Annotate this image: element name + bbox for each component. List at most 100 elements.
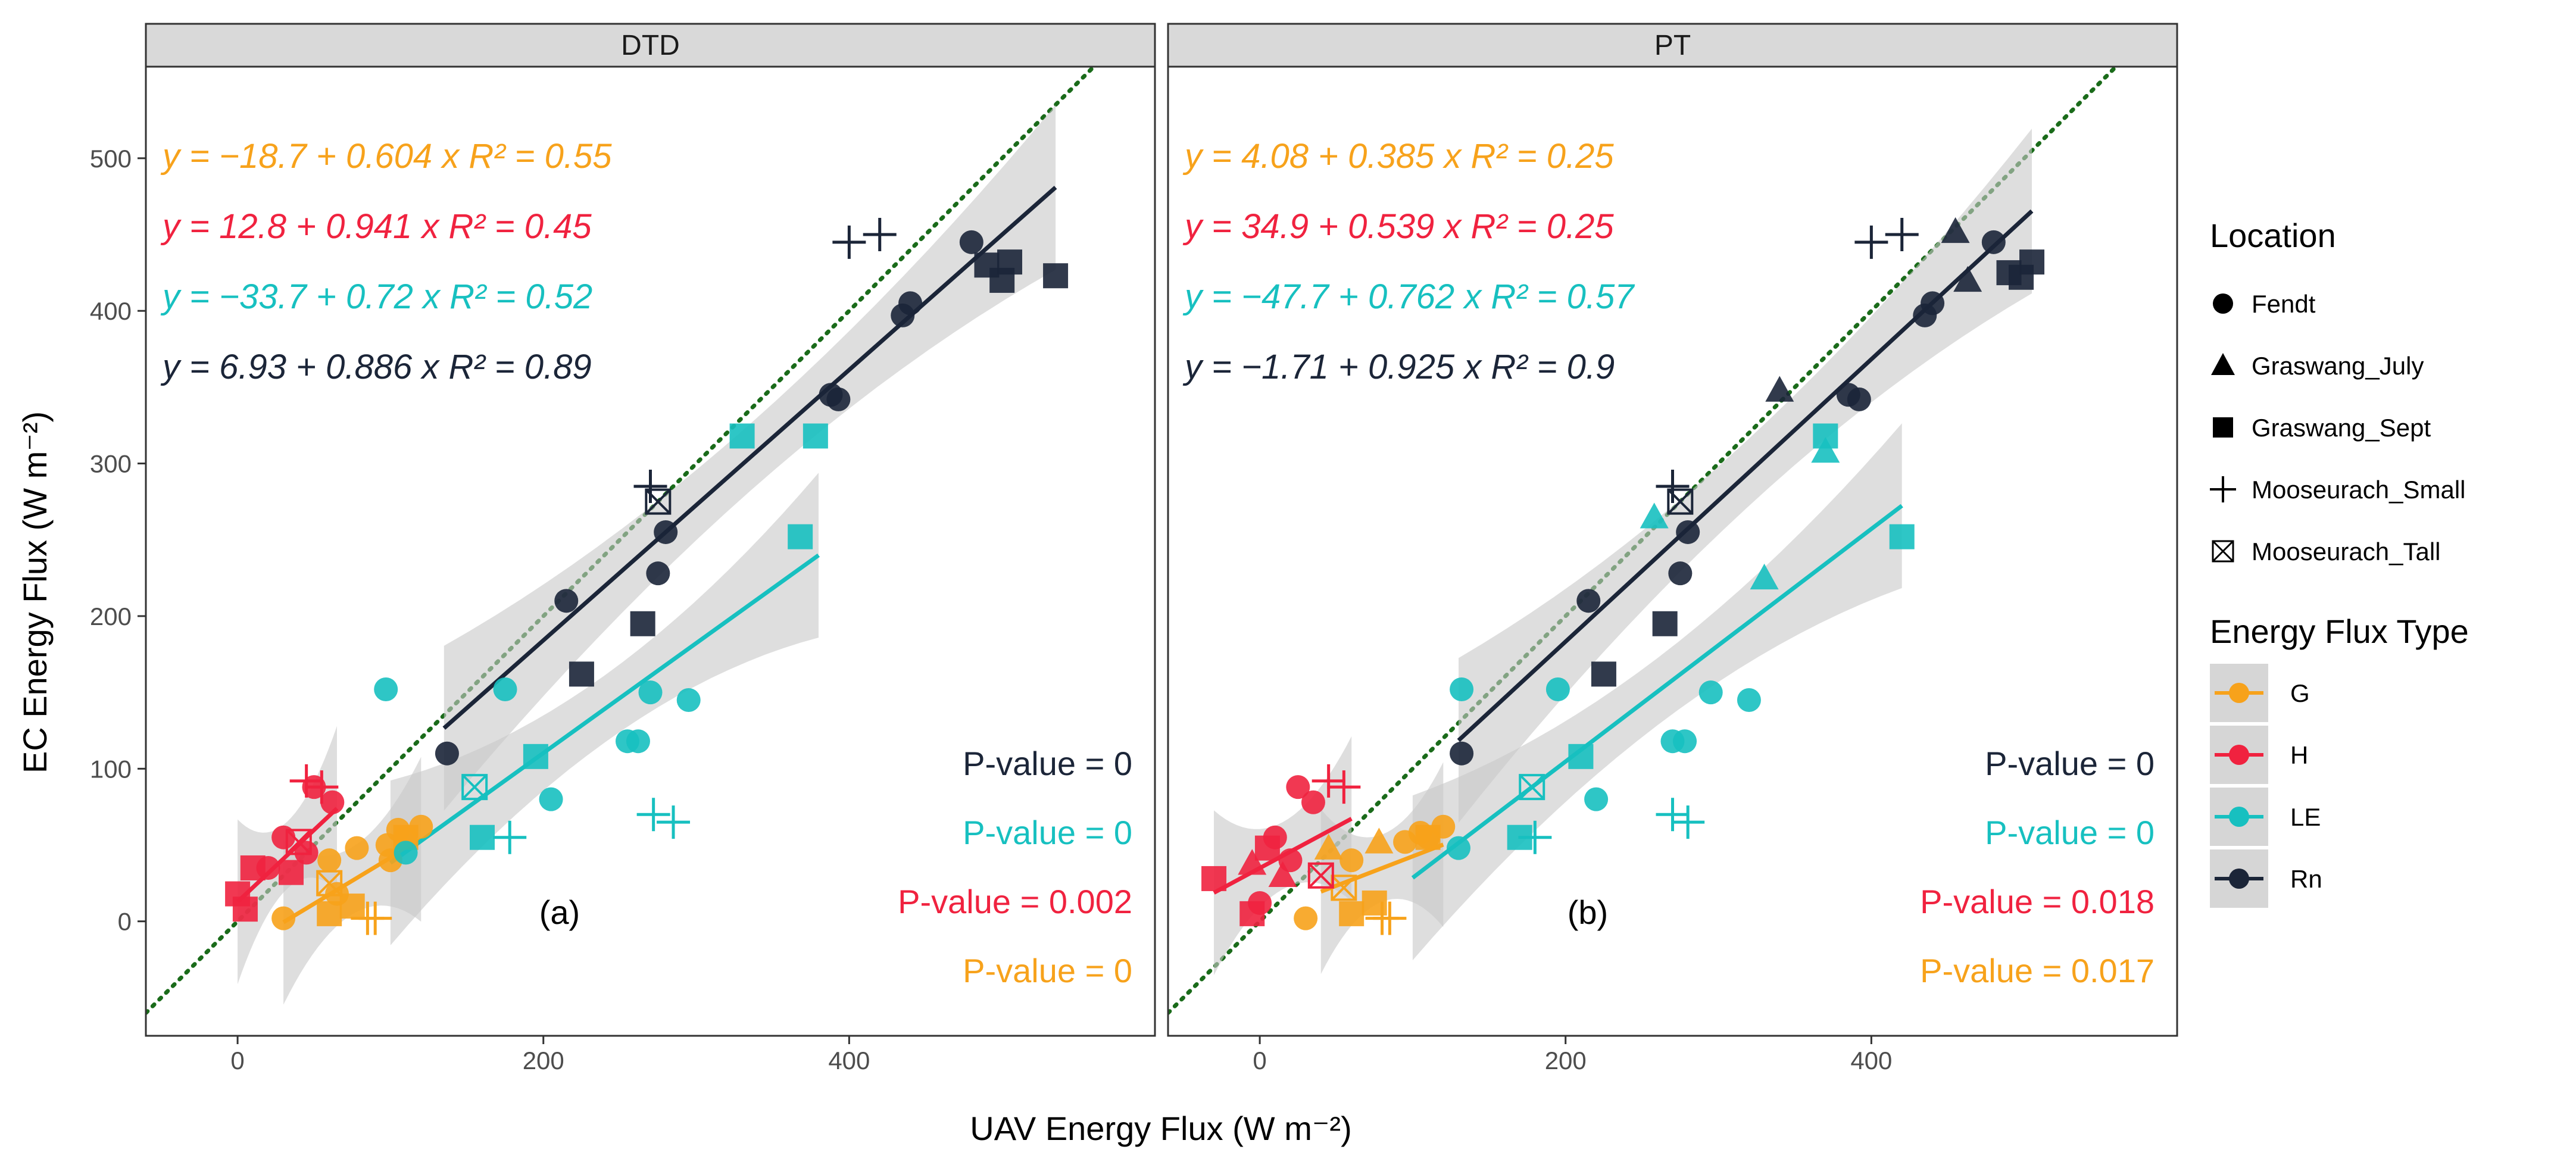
legend-key-point: [2229, 683, 2249, 703]
data-point-h: [1268, 861, 1297, 888]
x-tick-label: 0: [1253, 1047, 1266, 1074]
p-value-le: P-value = 0: [963, 814, 1132, 851]
data-point-le: [803, 423, 828, 449]
data-point-h: [1239, 901, 1265, 926]
data-point-h: [1327, 770, 1361, 804]
data-point-rn: [1652, 611, 1678, 636]
data-point-g: [317, 848, 342, 873]
data-point-le: [1640, 502, 1669, 529]
x-tick-label: 400: [828, 1047, 870, 1074]
legend-key-square: [2213, 417, 2233, 438]
data-point-rn: [997, 249, 1023, 275]
data-point-le: [1568, 744, 1594, 769]
data-point-g: [345, 836, 369, 860]
data-point-rn: [1981, 230, 2006, 254]
data-point-h: [232, 897, 258, 922]
data-point-le: [729, 423, 755, 449]
data-point-g: [271, 906, 296, 930]
legend-label-location: Fendt: [2252, 290, 2316, 318]
regression-equation-h: y = 34.9 + 0.539 x R² = 0.25: [1182, 207, 1614, 246]
panel-pt: PT 0 200 400 y = 4.08 + 0.385 x R² = 0.25 y =…: [1167, 23, 2178, 1074]
legend-label-flux-type: LE: [2290, 803, 2321, 831]
x-tick-label: 0: [230, 1047, 244, 1074]
data-point-h: [320, 790, 345, 814]
data-point-g: [1373, 901, 1407, 935]
data-point-g: [1331, 874, 1357, 901]
data-point-rn: [959, 230, 983, 254]
data-point-le: [1698, 680, 1723, 705]
data-point-h: [285, 829, 312, 855]
data-point-le: [636, 798, 670, 832]
facet-strip-label: PT: [1654, 30, 1691, 61]
data-point-rn: [654, 520, 678, 544]
p-value-g: P-value = 0: [963, 952, 1132, 989]
y-tick-label: 400: [90, 297, 132, 325]
data-point-le: [676, 688, 701, 712]
data-point-rn: [819, 383, 843, 407]
panels: DTD 0 200 400 0 100 200 300 400 500 y = −18.7 + 0.…: [90, 23, 2178, 1074]
fit-line-rn: [442, 186, 1057, 730]
facet-strip-label: DTD: [621, 30, 680, 61]
data-point-le: [626, 729, 650, 754]
data-point-le: [470, 824, 495, 850]
legend-label-flux-type: H: [2290, 741, 2308, 769]
data-point-rn: [1591, 661, 1616, 687]
data-point-le: [1518, 820, 1552, 854]
y-axis-title: EC Energy Flux (W m⁻²): [16, 411, 54, 773]
regression-equation-le: y = −47.7 + 0.762 x R² = 0.57: [1182, 277, 1635, 316]
data-point-le: [638, 680, 663, 705]
y-tick-label: 200: [90, 602, 132, 630]
data-point-le: [1737, 688, 1761, 712]
legend-key-triangle: [2211, 353, 2235, 375]
data-point-rn: [630, 611, 655, 636]
data-point-h: [294, 841, 319, 865]
legend-label-flux-type: Rn: [2290, 865, 2322, 893]
data-point-le: [539, 787, 563, 811]
data-point-le: [394, 841, 418, 865]
x-tick-label: 400: [1850, 1047, 1892, 1074]
legend-label-flux-type: G: [2290, 679, 2310, 707]
data-point-le: [1671, 805, 1705, 839]
data-point-rn: [832, 225, 866, 259]
legend-label-location: Mooseurach_Small: [2252, 476, 2466, 504]
legend-title-flux-type: Energy Flux Type: [2210, 613, 2469, 650]
data-point-g: [1365, 827, 1394, 854]
data-point-rn: [1656, 470, 1690, 504]
plot-area: [146, 67, 1096, 1016]
data-point-le: [1446, 836, 1470, 860]
panel-border: [145, 65, 1156, 1037]
regression-equation-le: y = −33.7 + 0.72 x R² = 0.52: [160, 277, 592, 316]
fit-line-le: [1411, 504, 1903, 880]
data-point-le: [657, 805, 691, 839]
legend-label-location: Graswang_Sept: [2252, 414, 2431, 442]
data-point-rn: [1854, 225, 1888, 259]
p-value-rn: P-value = 0: [1985, 745, 2155, 782]
data-point-le: [1450, 677, 1474, 702]
data-point-le: [788, 524, 813, 549]
legend-key-circle: [2213, 293, 2233, 314]
data-point-rn: [554, 589, 579, 613]
data-point-g: [358, 901, 392, 935]
data-point-rn: [633, 470, 667, 504]
x-tick-label: 200: [1545, 1047, 1587, 1074]
data-point-h: [1312, 764, 1345, 798]
data-point-h: [1301, 790, 1325, 814]
regression-equation-g: y = −18.7 + 0.604 x R² = 0.55: [160, 137, 612, 176]
panel-label: (a): [539, 894, 580, 931]
data-point-le: [493, 820, 527, 854]
data-point-g: [1339, 901, 1365, 926]
legend-key-point: [2229, 745, 2249, 765]
data-point-le: [1673, 729, 1697, 754]
data-point-le: [1811, 437, 1840, 463]
data-point-rn: [1885, 218, 1919, 252]
data-point-rn: [863, 218, 897, 252]
data-point-le: [1813, 423, 1838, 449]
data-point-h: [1307, 862, 1334, 889]
legend-title-location: Location: [2210, 217, 2336, 254]
data-point-rn: [646, 561, 670, 586]
legend-key-plus: [2210, 476, 2236, 502]
data-point-g: [317, 901, 342, 926]
x-axis-title: UAV Energy Flux (W m⁻²): [970, 1110, 1351, 1147]
p-value-h: P-value = 0.002: [898, 883, 1132, 920]
